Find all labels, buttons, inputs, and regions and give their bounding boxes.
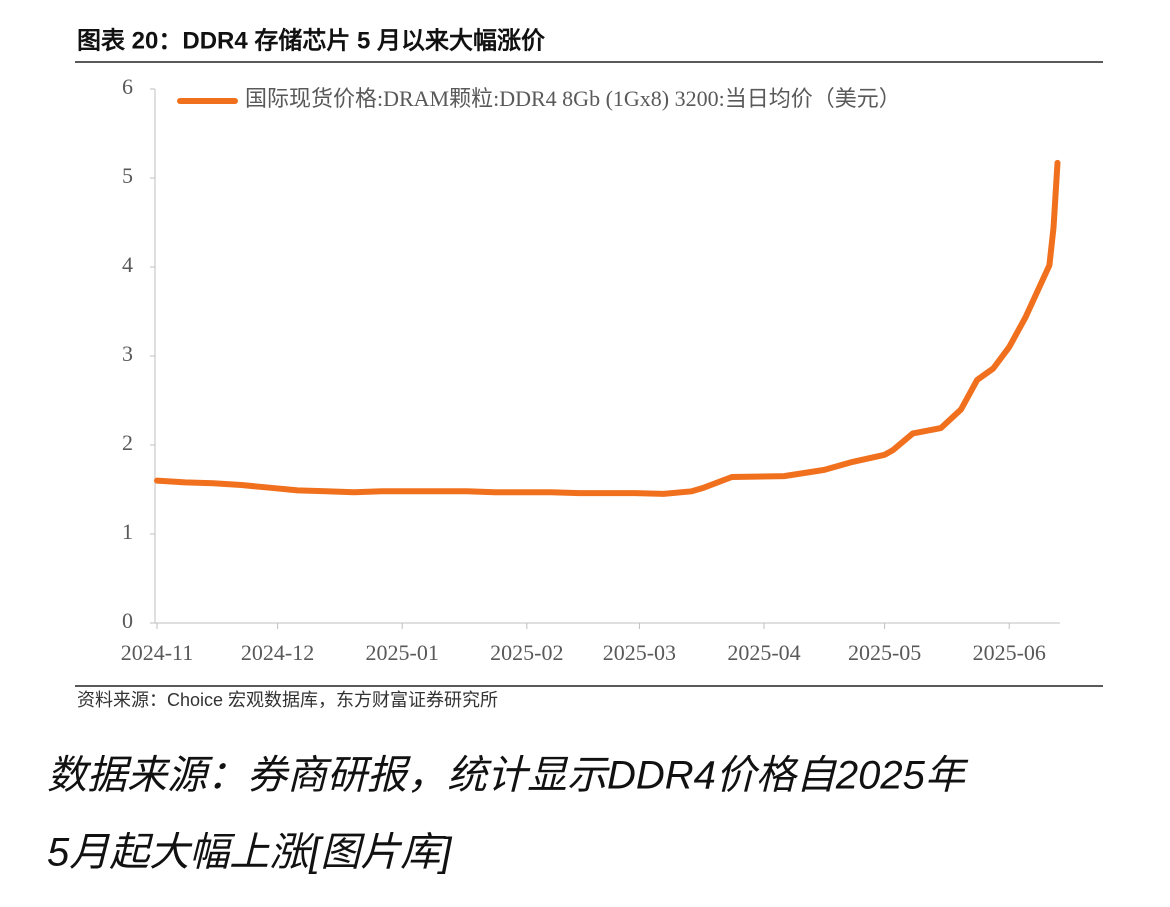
y-tick-label: 2 [122,430,133,455]
x-tick-label: 2024-12 [241,640,314,665]
x-tick-label: 2025-02 [490,640,563,665]
x-tick-label: 2025-01 [366,640,439,665]
y-tick-label: 4 [122,252,133,277]
source-note: 资料来源：Choice 宏观数据库，东方财富证券研究所 [77,690,498,710]
caption: 5月起大幅上涨[图片库] [47,831,452,875]
y-tick-label: 0 [122,608,133,633]
y-tick-label: 6 [122,74,133,99]
x-tick-label: 2025-03 [603,640,676,665]
caption: 数据来源：券商研报，统计显示DDR4价格自2025年 [47,754,969,798]
y-tick-label: 5 [122,163,133,188]
x-tick-label: 2024-11 [121,640,194,665]
x-tick-label: 2025-05 [848,640,921,665]
x-tick-label: 2025-06 [973,640,1046,665]
y-tick-label: 3 [122,341,133,366]
y-tick-label: 1 [122,519,133,544]
data-line [154,159,1061,497]
legend-label: 国际现货价格:DRAM颗粒:DDR4 8Gb (1Gx8) 3200:当日均价（… [245,86,901,111]
x-tick-label: 2025-04 [727,640,800,665]
chart-title: 图表 20：DDR4 存储芯片 5 月以来大幅涨价 [77,26,546,54]
